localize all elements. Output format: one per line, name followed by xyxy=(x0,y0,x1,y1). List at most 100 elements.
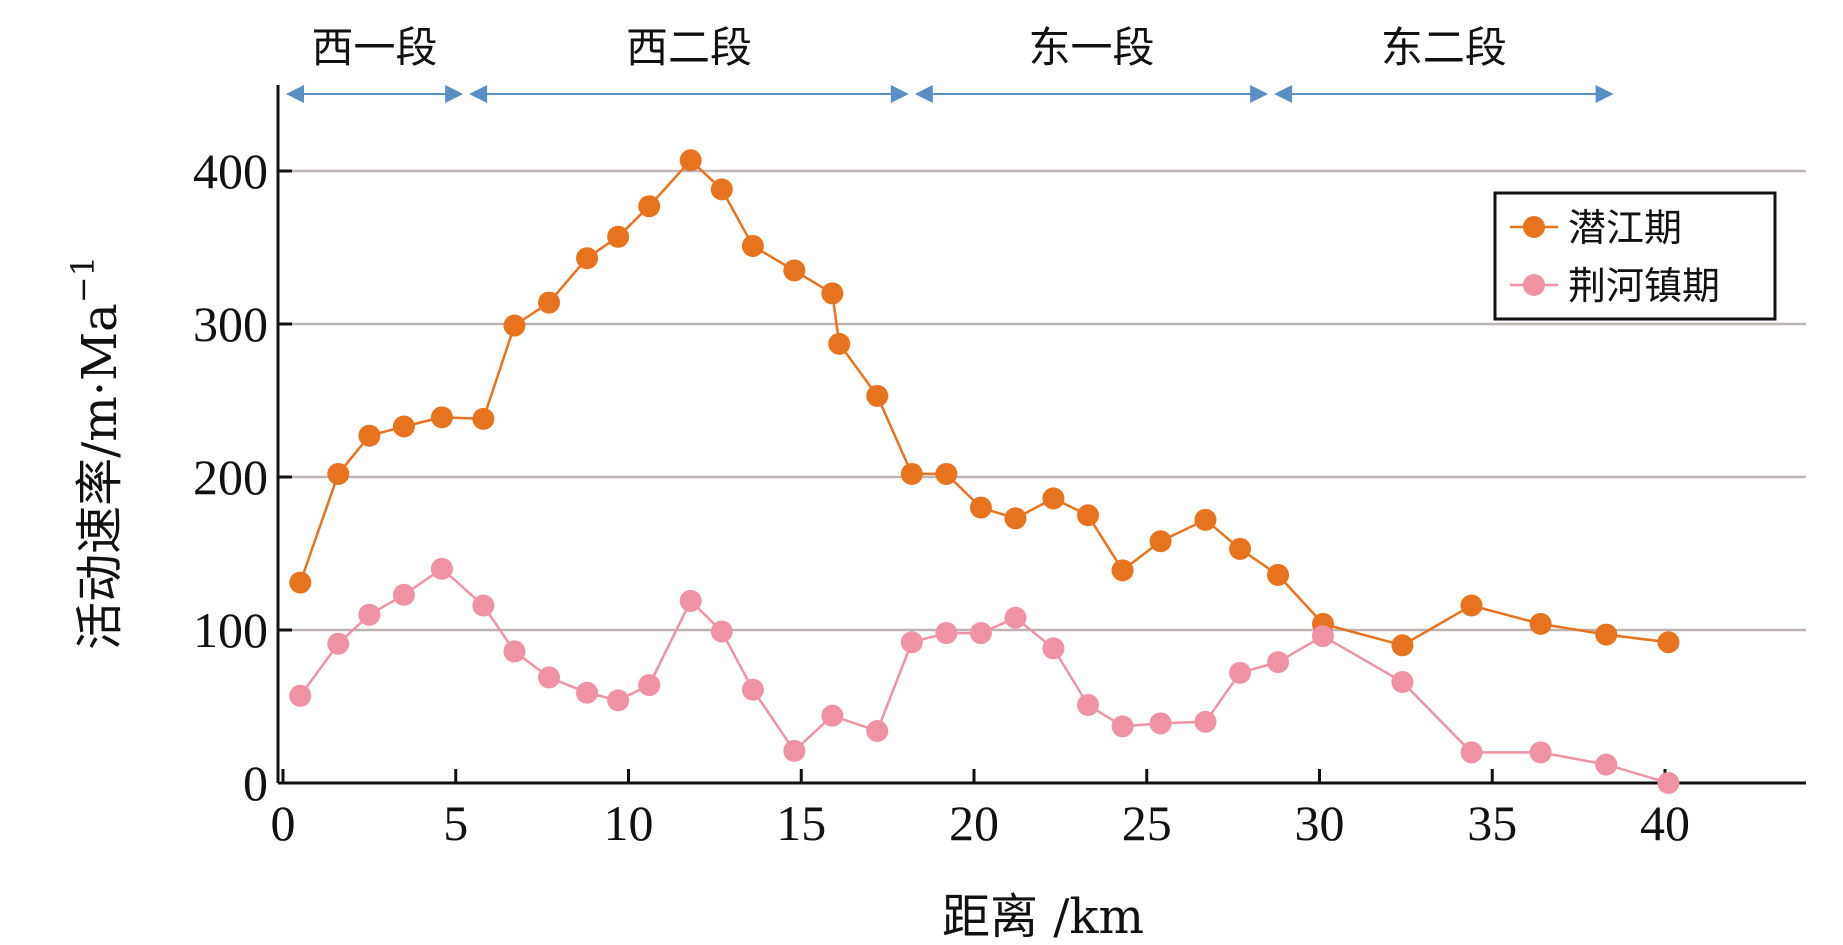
data-point xyxy=(1657,772,1680,794)
data-point xyxy=(430,406,453,429)
arrow-head xyxy=(286,85,304,103)
data-point xyxy=(472,594,495,617)
segment-2: 西二段 xyxy=(469,23,909,103)
data-point xyxy=(1111,715,1134,738)
data-point xyxy=(1391,634,1414,657)
arrow-head xyxy=(1250,85,1269,103)
legend-label: 荆河镇期 xyxy=(1568,264,1720,308)
y-tick-label: 100 xyxy=(193,602,268,658)
data-point xyxy=(576,247,599,270)
data-point xyxy=(538,291,561,314)
data-point xyxy=(538,666,561,689)
data-point xyxy=(935,462,958,485)
data-point xyxy=(1194,710,1217,733)
data-point xyxy=(710,620,733,643)
y-tick-label: 300 xyxy=(193,296,268,352)
data-point xyxy=(1267,651,1290,674)
data-point xyxy=(821,704,844,727)
data-point xyxy=(607,689,630,712)
data-point xyxy=(900,631,923,654)
x-tick-label: 5 xyxy=(443,795,468,851)
data-point xyxy=(1657,631,1680,654)
x-tick-label: 0 xyxy=(271,795,296,851)
data-point xyxy=(1229,537,1252,560)
data-point xyxy=(783,739,806,762)
y-tick-label: 400 xyxy=(193,143,268,199)
arrow-head xyxy=(469,85,488,103)
y-tick-label: 200 xyxy=(193,449,268,505)
data-point xyxy=(935,622,958,645)
y-axis-title-group: 活动速率/m·Ma−1 xyxy=(64,256,128,650)
series-line xyxy=(299,567,1669,785)
data-point xyxy=(969,622,992,645)
data-point xyxy=(1595,753,1618,776)
x-tick-label: 25 xyxy=(1122,795,1172,851)
segment-label: 西一段 xyxy=(312,23,438,72)
data-point xyxy=(866,384,889,407)
data-point xyxy=(289,571,312,594)
arrow-head xyxy=(445,85,464,103)
data-point xyxy=(679,589,702,612)
y-axis-title-superscript: −1 xyxy=(64,256,102,303)
arrow-head xyxy=(890,85,909,103)
arrow-head xyxy=(1595,85,1614,103)
data-point xyxy=(1077,504,1100,527)
data-point xyxy=(607,225,630,248)
segment-label: 东一段 xyxy=(1028,23,1154,72)
data-point xyxy=(472,407,495,430)
data-point xyxy=(679,149,702,172)
data-point xyxy=(392,583,415,606)
segment-label: 西二段 xyxy=(626,23,752,72)
data-point xyxy=(430,557,453,580)
x-tick-label: 40 xyxy=(1640,795,1690,851)
data-point xyxy=(576,681,599,704)
y-tick-label: 0 xyxy=(243,755,268,811)
data-point xyxy=(1004,507,1027,530)
x-axis-title: 距离 /km xyxy=(942,889,1144,945)
x-tick-label: 10 xyxy=(604,795,654,851)
arrow-head xyxy=(1274,85,1293,103)
data-point xyxy=(503,640,526,663)
data-point xyxy=(358,424,381,447)
axis-titles: 距离 /km 活动速率/m·Ma−1 xyxy=(64,256,1144,945)
series-1 xyxy=(289,149,1680,657)
x-tick-label: 30 xyxy=(1295,795,1345,851)
data-point xyxy=(828,332,851,355)
data-point xyxy=(1311,625,1334,648)
data-point xyxy=(1529,612,1552,635)
data-point xyxy=(327,632,350,655)
data-point xyxy=(1077,693,1100,716)
legend-box xyxy=(1493,191,1777,321)
data-point xyxy=(1111,559,1134,582)
segment-label: 东二段 xyxy=(1381,23,1507,72)
grid xyxy=(278,169,1806,632)
segment-3: 东一段 xyxy=(914,23,1269,103)
segment-bar: 西一段 西二段 东一段 东二段 xyxy=(286,23,1614,103)
x-tick-label: 35 xyxy=(1467,795,1517,851)
data-point xyxy=(1529,741,1552,764)
segment-4: 东二段 xyxy=(1274,23,1614,103)
legend-swatch-marker xyxy=(1523,216,1545,238)
data-point xyxy=(710,178,733,201)
data-point xyxy=(503,314,526,337)
data-point xyxy=(741,678,764,701)
series-2 xyxy=(289,557,1680,794)
data-point xyxy=(1149,530,1172,553)
data-point xyxy=(900,462,923,485)
series-line xyxy=(299,158,1669,647)
data-point xyxy=(1460,594,1483,617)
data-point xyxy=(1149,712,1172,735)
series-group xyxy=(289,149,1680,794)
data-point xyxy=(969,496,992,519)
x-tick-label: 20 xyxy=(949,795,999,851)
data-point xyxy=(1595,623,1618,646)
legend-swatch-marker xyxy=(1523,274,1545,296)
y-axis-title: 活动速率/m·Ma−1 xyxy=(64,256,128,650)
data-point xyxy=(1042,487,1065,510)
data-point xyxy=(392,415,415,438)
data-point xyxy=(1229,661,1252,684)
data-point xyxy=(1042,637,1065,660)
